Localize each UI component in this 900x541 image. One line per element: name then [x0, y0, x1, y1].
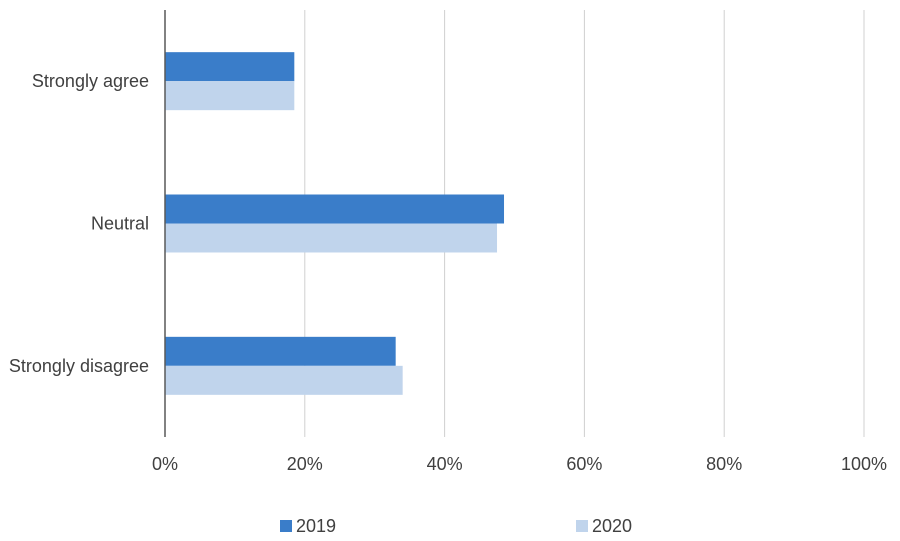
bar-2019-0	[165, 52, 295, 82]
x-tick-label: 60%	[566, 454, 602, 474]
bars	[165, 52, 505, 395]
x-tick-label: 80%	[706, 454, 742, 474]
x-tick-label: 20%	[287, 454, 323, 474]
category-label: Strongly disagree	[9, 356, 149, 376]
category-label: Strongly agree	[32, 71, 149, 91]
legend-label-2020: 2020	[592, 516, 632, 536]
legend-swatch-2020	[576, 520, 588, 532]
legend-swatch-2019	[280, 520, 292, 532]
x-tick-label: 0%	[152, 454, 178, 474]
bar-2019-2	[165, 336, 396, 366]
category-label: Neutral	[91, 214, 149, 234]
bar-2020-1	[165, 223, 498, 253]
x-tick-label: 100%	[841, 454, 887, 474]
bar-2019-1	[165, 194, 505, 224]
category-labels: Strongly agree Neutral Strongly disagree	[9, 71, 149, 376]
bar-2020-2	[165, 365, 403, 395]
x-axis-tick-labels: 0% 20% 40% 60% 80% 100%	[152, 454, 887, 474]
legend: 2019 2020	[280, 516, 632, 536]
x-tick-label: 40%	[427, 454, 463, 474]
bar-2020-0	[165, 81, 295, 111]
legend-label-2019: 2019	[296, 516, 336, 536]
